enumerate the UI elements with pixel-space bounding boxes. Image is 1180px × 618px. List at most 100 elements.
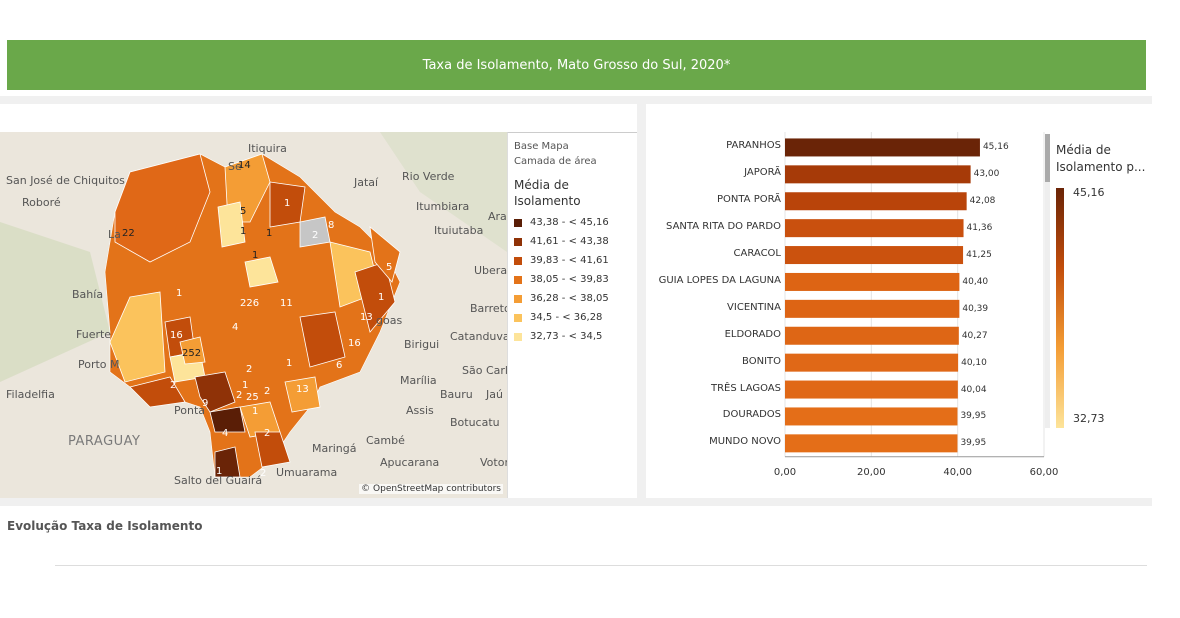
map-canvas [0,132,507,498]
bar-category-label: MUNDO NOVO [709,436,781,448]
bar[interactable] [785,407,958,426]
region-count-label: 2 [264,428,271,439]
place-label: Apucarana [380,456,440,469]
region-count-label: 1 [284,198,291,209]
region-count-label: 6 [336,360,343,371]
legend-swatch [514,218,522,227]
x-axis-tick-label: 0,00 [773,466,797,478]
gradient-legend-max: 45,16 [1073,186,1105,199]
bar[interactable] [785,192,967,211]
bar-value-label: 40,39 [962,303,989,314]
section-divider [55,565,1147,566]
region-count-label: 1 [242,380,249,391]
bar[interactable] [785,246,964,265]
x-axis-tick-label: 20,00 [857,466,886,478]
region-count-label: 5 [386,262,393,273]
legend-item[interactable]: 39,83 - < 41,61 [514,255,637,266]
region-count-label: 1 [252,250,259,261]
region-count-label: 16 [170,330,183,341]
region-count-label: 13 [296,384,309,395]
place-label: Roboré [22,196,61,209]
legend-item-label: 34,5 - < 36,28 [530,312,603,323]
bar[interactable] [785,272,960,291]
legend-item-label: 36,28 - < 38,05 [530,293,609,304]
bar-category-label: BONITO [742,355,781,367]
region-count-label: 2 [312,230,319,241]
place-label: Cambé [366,434,405,447]
legend-item[interactable]: 38,05 - < 39,83 [514,274,637,285]
legend-item[interactable]: 32,73 - < 34,5 [514,331,637,342]
place-label: Assis [406,404,434,417]
bar-chart[interactable] [646,104,1046,484]
region-count-label: 2 [236,390,243,401]
bar[interactable] [785,353,959,372]
region-count-label: 1 [286,358,293,369]
legend-swatch [514,313,522,322]
place-label: Itiquira [248,142,287,155]
region-count-label: 1 [240,226,247,237]
place-label: Porto M [78,358,120,371]
bar[interactable] [785,434,958,453]
region-count-label: 25 [246,392,259,403]
bar-category-label: PARANHOS [726,140,781,152]
legend-item[interactable]: 41,61 - < 43,38 [514,236,637,247]
section-title-evolution: Evolução Taxa de Isolamento [7,519,203,533]
place-label: Catanduva [450,330,507,343]
place-label: San José de Chiquitos [6,174,125,187]
region-count-label: 226 [240,298,260,309]
region-count-label: 5 [240,206,247,217]
gradient-legend-title: Média de Isolamento p... [1056,143,1146,174]
region-count-label: 1 [216,466,223,477]
map-panel[interactable]: Itiquira San José de Chiquitos Roboré Ja… [0,104,637,498]
place-label: Botucatu [450,416,500,429]
bar-category-label: GUIA LOPES DA LAGUNA [658,274,781,286]
bar-value-label: 39,95 [960,438,987,449]
place-label: Ponta [174,404,205,417]
legend-base-label: Base Mapa [514,141,569,152]
place-label: Salto del Guairá [174,474,263,487]
bar-value-label: 39,95 [960,411,987,422]
legend-swatch [514,275,522,284]
place-label: Uberaba [474,264,507,277]
place-label: Rio Verde [402,170,455,183]
region-count-label: 11 [280,298,293,309]
bar-category-label: ELDORADO [724,328,781,340]
bar[interactable] [785,165,971,184]
legend-item-label: 41,61 - < 43,38 [530,236,609,247]
legend-item[interactable]: 36,28 - < 38,05 [514,293,637,304]
legend-item[interactable]: 34,5 - < 36,28 [514,312,637,323]
bar-chart-panel[interactable]: PARANHOS JAPORÃ PONTA PORÃ SANTA RITA DO PA… [646,104,1152,498]
bar[interactable] [785,326,959,345]
bar[interactable] [785,138,980,157]
region-count-label: 1 [266,228,273,239]
region-count-label: 14 [238,160,251,171]
legend-layer-label: Camada de área [514,156,597,167]
place-label: Jaú [486,388,503,401]
bar-category-label: PONTA PORÃ [716,194,781,206]
place-label: São Carlos [462,364,507,377]
legend-scrollbar-thumb[interactable] [1045,134,1050,182]
place-label: Se [228,160,242,173]
map-attribution[interactable]: © OpenStreetMap contributors [359,484,503,494]
place-label: Umuarama [276,466,338,479]
bar-category-label: SANTA RITA DO PARDO [666,221,781,233]
bar[interactable] [785,380,958,399]
bar-category-label: CARACOL [733,248,781,260]
region-count-label: 8 [328,220,335,231]
region-count-label: 252 [182,348,202,359]
place-label: Ara [488,210,507,223]
region-count-label: 2 [170,380,177,391]
bar[interactable] [785,299,960,318]
bar-category-label: JAPORÃ [744,167,781,179]
legend-scrollbar[interactable] [1045,134,1050,428]
place-label: Maringá [312,442,357,455]
bar-value-label: 42,08 [969,196,996,207]
legend-swatch [514,332,522,341]
choropleth-map[interactable]: Itiquira San José de Chiquitos Roboré Ja… [0,132,507,498]
bar-category-label: VICENTINA [727,301,781,313]
bar[interactable] [785,219,964,238]
place-label: Itumbiara [416,200,470,213]
legend-item[interactable]: 43,38 - < 45,16 [514,217,637,228]
region-count-label: 1 [252,406,259,417]
legend-item-label: 43,38 - < 45,16 [530,217,609,228]
